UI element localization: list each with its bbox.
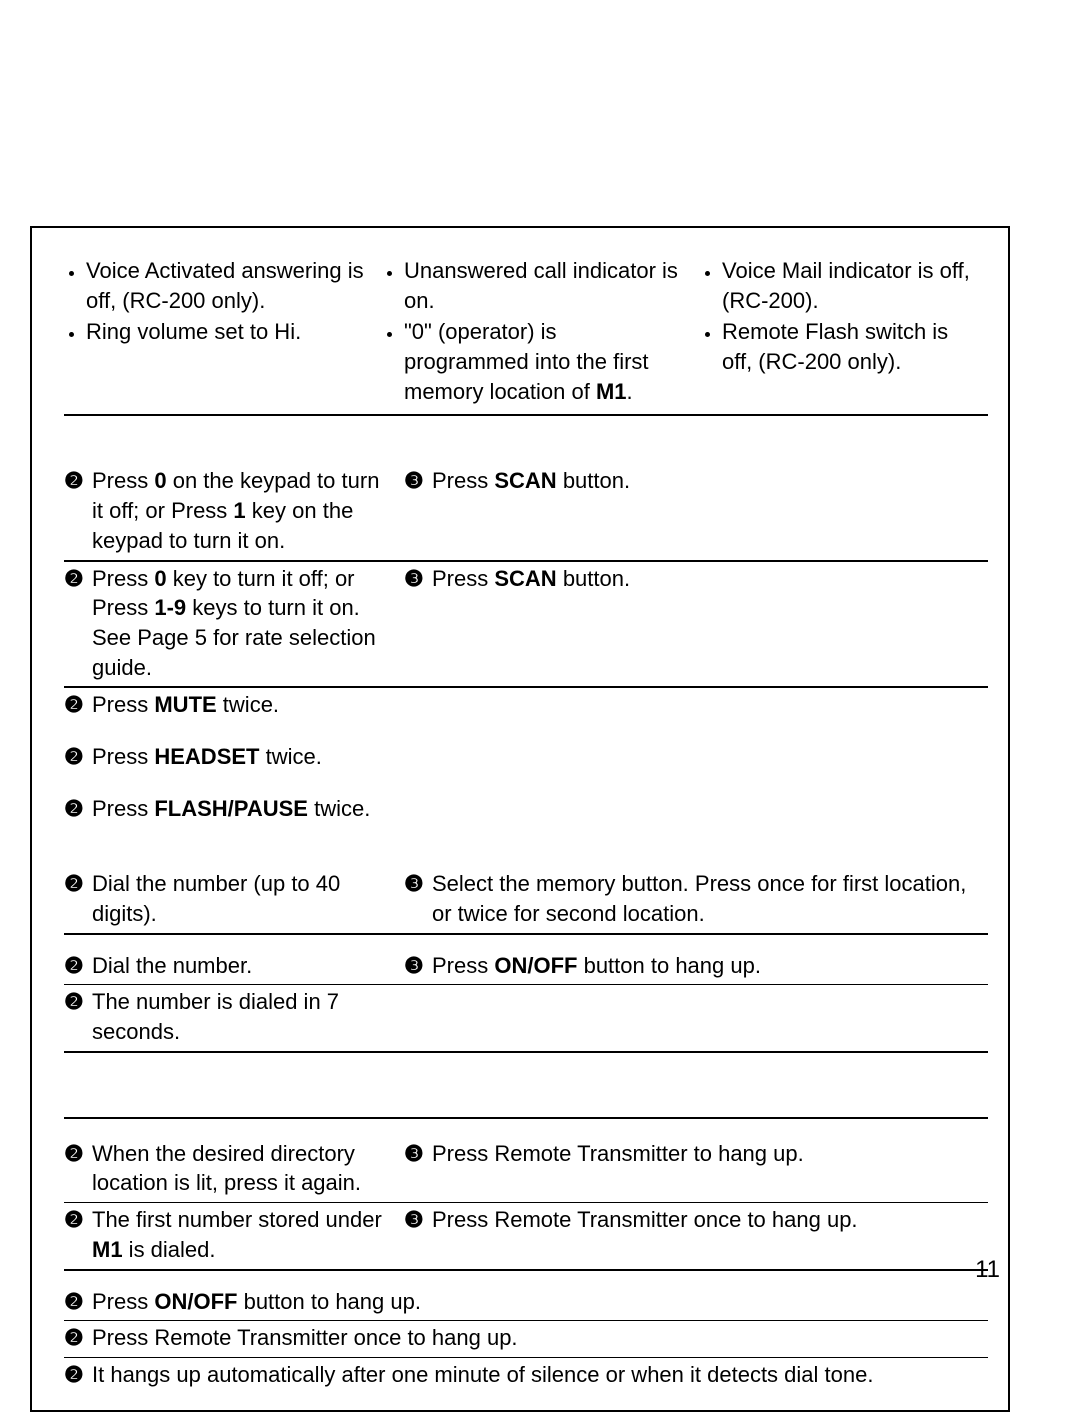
summary-item: Remote Flash switch is off, (RC-200 only… (722, 317, 970, 376)
step-3-icon: ❸ (404, 951, 432, 981)
step-text: Press Remote Transmitter once to hang up… (432, 1205, 988, 1235)
instruction-row: ❷ Press Remote Transmitter once to hang … (64, 1321, 988, 1358)
step-text: The first number stored under M1 is dial… (92, 1205, 394, 1264)
step-2-icon: ❷ (64, 987, 92, 1017)
instruction-row: ❷ The number is dialed in 7 seconds. (64, 985, 988, 1052)
step-2-icon: ❷ (64, 1205, 92, 1235)
step-2-icon: ❷ (64, 690, 92, 720)
step-text: Press SCAN button. (432, 564, 988, 594)
step-text: Press 0 key to turn it off; or Press 1-9… (92, 564, 394, 683)
page-number: 11 (975, 1256, 1000, 1284)
step-3-icon: ❸ (404, 1139, 432, 1169)
instruction-row: ❷ Press MUTE twice. (64, 688, 988, 740)
step-text: When the desired directory location is l… (92, 1139, 394, 1198)
step-text: The number is dialed in 7 seconds. (92, 987, 394, 1046)
step-text: Press MUTE twice. (92, 690, 988, 720)
step-text: Dial the number (up to 40 digits). (92, 869, 394, 928)
instruction-row: ❷ Press 0 on the keypad to turn it off; … (64, 464, 988, 561)
step-2-icon: ❷ (64, 951, 92, 981)
step-3-icon: ❸ (404, 466, 432, 496)
step-2-icon: ❷ (64, 564, 92, 594)
instruction-row: ❷ Dial the number. ❸ Press ON/OFF button… (64, 949, 988, 986)
step-text: Select the memory button. Press once for… (432, 869, 988, 928)
instruction-row: ❷ When the desired directory location is… (64, 1137, 988, 1203)
settings-summary: Voice Activated answering is off, (RC-20… (64, 256, 988, 416)
step-text: Press HEADSET twice. (92, 742, 988, 772)
step-text: Press ON/OFF button to hang up. (92, 1287, 988, 1317)
instruction-row: ❷ The first number stored under M1 is di… (64, 1203, 988, 1270)
summary-item: "0" (operator) is programmed into the fi… (404, 317, 682, 406)
step-2-icon: ❷ (64, 1287, 92, 1317)
step-text: Dial the number. (92, 951, 394, 981)
step-text: Press Remote Transmitter to hang up. (432, 1139, 988, 1169)
step-2-icon: ❷ (64, 1139, 92, 1169)
step-2-icon: ❷ (64, 742, 92, 772)
step-2-icon: ❷ (64, 1360, 92, 1390)
summary-item: Voice Activated answering is off, (RC-20… (86, 256, 364, 315)
summary-item: Unanswered call indicator is on. (404, 256, 682, 315)
step-text: It hangs up automatically after one minu… (92, 1360, 988, 1390)
step-text: Press Remote Transmitter once to hang up… (92, 1323, 988, 1353)
section-divider (64, 1053, 988, 1119)
instruction-row: ❷ Press 0 key to turn it off; or Press 1… (64, 562, 988, 689)
instruction-row: ❷ Press FLASH/PAUSE twice. (64, 792, 988, 868)
instruction-row: ❷ Press ON/OFF button to hang up. (64, 1285, 988, 1322)
step-3-icon: ❸ (404, 869, 432, 899)
step-text: Press 0 on the keypad to turn it off; or… (92, 466, 394, 555)
step-2-icon: ❷ (64, 1323, 92, 1353)
step-text: Press ON/OFF button to hang up. (432, 951, 988, 981)
instruction-row: ❷ Dial the number (up to 40 digits). ❸ S… (64, 867, 988, 934)
step-2-icon: ❷ (64, 869, 92, 899)
instruction-row: ❷ It hangs up automatically after one mi… (64, 1358, 988, 1394)
step-text: Press SCAN button. (432, 466, 988, 496)
step-2-icon: ❷ (64, 794, 92, 824)
instruction-row: ❷ Press HEADSET twice. (64, 740, 988, 792)
step-3-icon: ❸ (404, 564, 432, 594)
step-3-icon: ❸ (404, 1205, 432, 1235)
summary-item: Voice Mail indicator is off, (RC-200). (722, 256, 970, 315)
step-text: Press FLASH/PAUSE twice. (92, 794, 988, 824)
summary-item: Ring volume set to Hi. (86, 317, 364, 347)
step-2-icon: ❷ (64, 466, 92, 496)
